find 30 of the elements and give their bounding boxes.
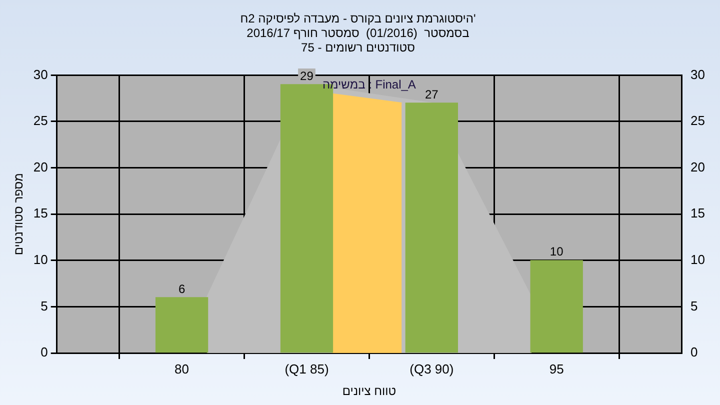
x-tick-label: (Q3 90) [410,361,454,376]
bar [405,102,458,353]
bar [155,297,208,353]
data-label: 6 [178,282,186,296]
y2-tick-label: 5 [690,298,698,314]
y-tick-label: 15 [33,206,48,221]
chart-title: היסטוגרמת ציונים בקורס - מעבדה לפיסיקה 2ח' [240,12,476,26]
y-tick-label: 0 [40,344,48,360]
annotation: במשימה : Final_A [322,78,416,92]
chart-subtitle: בסמסטר (01/2016) סמסטר חורף 2016/17 סטודנטים רשומים - 75 [246,26,470,54]
y2-tick-label: 15 [690,206,706,221]
y-tick-label: 25 [33,113,48,128]
y-tick-label: 20 [33,159,48,174]
y2-tick-label: 25 [690,113,706,128]
x-tick-label: 80 [174,361,190,376]
x-axis-title: טווח ציונים [342,384,396,398]
data-label: 27 [424,87,439,102]
y-axis-title: מספר סטודנטים [12,173,26,256]
x-tick-label: 95 [549,361,564,376]
y-tick-label: 5 [40,298,48,314]
y2-tick-label: 30 [690,66,706,82]
y-tick-label: 10 [33,252,48,267]
y2-tick-label: 0 [690,344,698,360]
data-label: 10 [550,244,564,259]
data-label: 29 [300,68,314,83]
x-tick-label: (Q1 85) [284,361,329,376]
y2-tick-label: 10 [690,252,706,267]
y-tick-label: 30 [33,66,48,82]
bar [530,260,583,353]
y2-tick-label: 20 [690,159,706,174]
